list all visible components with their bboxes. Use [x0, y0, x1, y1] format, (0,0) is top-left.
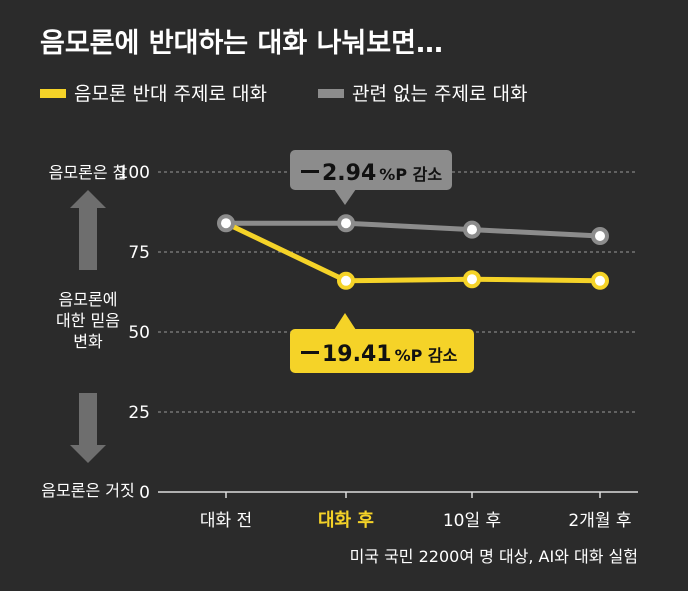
annotation-gray-box: [290, 150, 452, 190]
series-layer: [217, 214, 609, 290]
x-axis-ticks: 대화 전 대화 후 10일 후 2개월 후: [200, 492, 632, 531]
annotation-gray-unit: %P 감소: [379, 165, 442, 184]
legend-swatch-gray: [318, 89, 344, 98]
side-label-top: 음모론은 참: [49, 163, 128, 182]
annotation-gray-text: 2.94 %P 감소: [322, 161, 442, 186]
x-tick-label: 2개월 후: [568, 511, 631, 531]
x-tick-label: 대화 전: [200, 511, 252, 531]
minus-icon: [301, 170, 319, 173]
chart-title: 음모론에 반대하는 대화 나눠보면…: [40, 28, 443, 59]
annotation-yellow-box: [290, 329, 474, 373]
side-label-bottom: 음모론은 거짓: [41, 481, 134, 500]
data-point: [337, 271, 355, 290]
annotation-yellow-pointer: [334, 313, 356, 330]
y-tick-label: 0: [139, 483, 150, 503]
data-point: [217, 214, 235, 233]
y-axis-ticks: 0 25 50 75 100: [118, 163, 150, 503]
annotation-yellow-text: 19.41 %P 감소: [322, 342, 458, 367]
arrow-up-icon: [70, 190, 106, 208]
side-label-middle-3: 변화: [73, 332, 103, 351]
annotation-yellow-value: 19.41: [322, 342, 392, 367]
arrow-up-shaft: [79, 208, 97, 270]
annotation-gray-value: 2.94: [322, 161, 376, 186]
minus-icon: [301, 351, 319, 354]
data-point: [463, 270, 481, 289]
data-point: [337, 214, 355, 233]
legend-swatch-yellow: [40, 89, 66, 98]
annotation-gray-pointer: [334, 189, 356, 205]
side-label-middle-1: 음모론에: [59, 290, 118, 309]
source-note: 미국 국민 2200여 명 대상, AI와 대화 실험: [350, 547, 638, 566]
annotation-yellow: 19.41 %P 감소: [290, 313, 474, 373]
y-tick-label: 25: [128, 403, 150, 423]
y-tick-label: 100: [118, 163, 150, 183]
y-tick-label: 50: [128, 323, 150, 343]
legend-label-yellow: 음모론 반대 주제로 대화: [74, 83, 267, 105]
x-tick-label: 대화 후: [318, 510, 374, 531]
annotation-gray: 2.94 %P 감소: [290, 150, 452, 205]
arrow-down-icon: [70, 445, 106, 463]
side-label-middle-2: 대한 믿음: [56, 311, 120, 330]
series-line: [226, 220, 601, 239]
data-point: [591, 271, 609, 290]
x-tick-label: 10일 후: [443, 511, 501, 531]
annotation-yellow-unit: %P 감소: [395, 346, 458, 365]
legend-label-gray: 관련 없는 주제로 대화: [352, 83, 527, 105]
arrow-down-shaft: [79, 393, 97, 445]
y-tick-label: 75: [128, 243, 150, 263]
data-point: [463, 220, 481, 239]
series-line: [224, 220, 601, 284]
data-point: [591, 227, 609, 245]
